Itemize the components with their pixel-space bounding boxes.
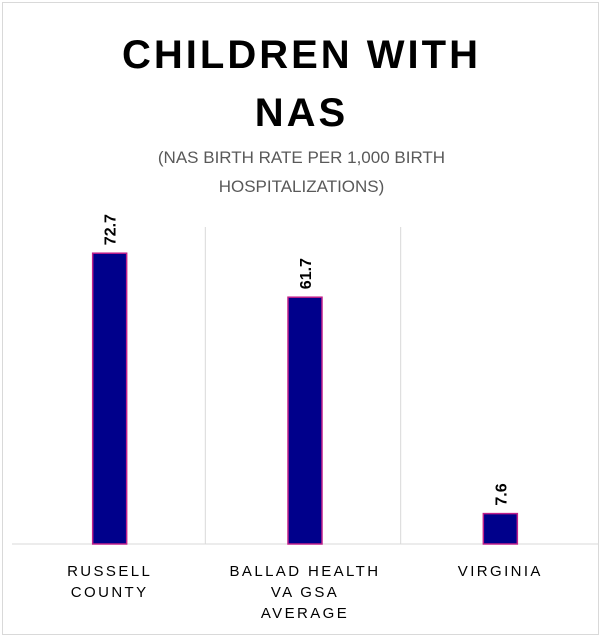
- category-label-line: AVERAGE: [260, 605, 350, 622]
- data-label: 61.7: [298, 258, 315, 289]
- category-label-line: VA GSA: [270, 584, 340, 601]
- category-label: BALLAD HEALTH VA GSA AVERAGE: [210, 561, 400, 624]
- data-label: 7.6: [493, 483, 510, 505]
- chart-subtitle-line-1: (NAS BIRTH RATE PER 1,000 BIRTH: [157, 148, 446, 167]
- chart-title-line-1: CHILDREN WITH: [122, 33, 481, 77]
- chart-subtitle-line-2: HOSPITALIZATIONS): [218, 177, 385, 196]
- chart-title-line-2: NAS: [254, 91, 349, 135]
- bar: [91, 252, 128, 545]
- data-label: 72.7: [103, 214, 120, 245]
- category-label-line: RUSSELL: [67, 563, 153, 580]
- category-label-line: BALLAD HEALTH: [229, 563, 381, 580]
- bar: [482, 512, 519, 545]
- category-label: VIRGINIA: [405, 561, 595, 582]
- category-label-line: VIRGINIA: [457, 563, 543, 580]
- bar: [287, 296, 323, 545]
- category-label-line: COUNTY: [70, 584, 149, 601]
- category-label: RUSSELL COUNTY: [15, 561, 205, 603]
